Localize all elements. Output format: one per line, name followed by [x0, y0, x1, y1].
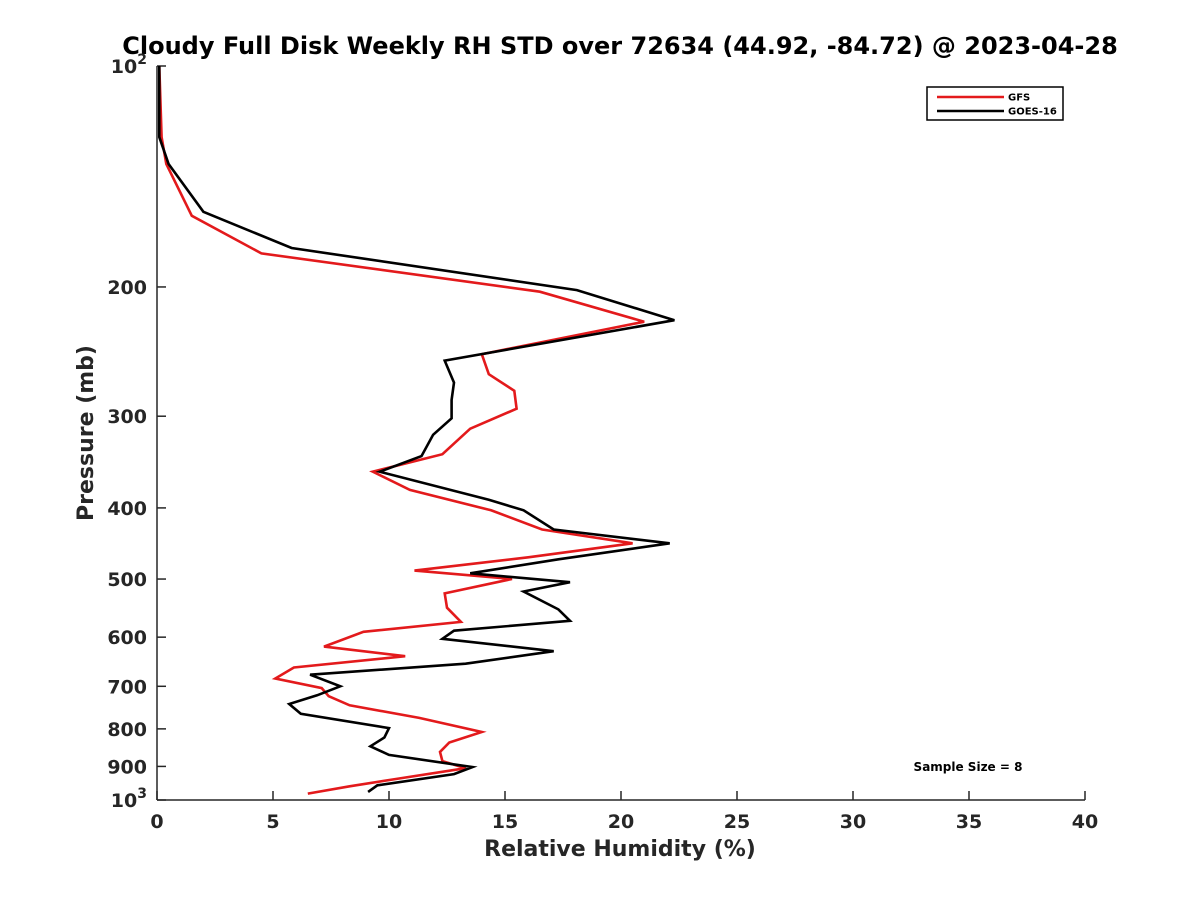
y-tick-label: 500 — [107, 569, 147, 591]
legend-label-gfs: GFS — [1008, 93, 1030, 104]
x-tick-label: 20 — [608, 811, 634, 833]
x-tick-label: 30 — [840, 811, 866, 833]
axes: 0 5 10 15 20 25 30 35 40 102 200 300 400 500 600 700 800… — [107, 52, 1098, 833]
x-tick-label: 25 — [724, 811, 750, 833]
series-line-goes-16 — [158, 66, 675, 793]
y-tick-label: 102 — [111, 52, 147, 78]
legend: GFS GOES-16 — [926, 86, 1064, 121]
y-tick-label: 600 — [107, 627, 147, 649]
sample-size-annotation: Sample Size = 8 — [914, 760, 1023, 774]
y-tick-label: 200 — [107, 277, 147, 299]
x-axis-label: Relative Humidity (%) — [484, 837, 756, 862]
series-lines — [158, 65, 675, 795]
chart-title: Cloudy Full Disk Weekly RH STD over 7263… — [122, 32, 1118, 60]
legend-box — [926, 86, 1064, 121]
y-axis-label: Pressure (mb) — [74, 345, 99, 521]
legend-label-goes-16: GOES-16 — [1008, 107, 1057, 118]
y-tick-label: 300 — [107, 406, 147, 428]
x-tick-label: 10 — [376, 811, 402, 833]
x-tick-label: 40 — [1072, 811, 1098, 833]
y-tick-label: 800 — [107, 719, 147, 741]
x-tick-label: 15 — [492, 811, 518, 833]
x-tick-label: 35 — [956, 811, 982, 833]
y-tick-label: 900 — [107, 756, 147, 778]
y-tick-label: 700 — [107, 676, 147, 698]
x-tick-label: 0 — [150, 811, 163, 833]
y-tick-label: 400 — [107, 498, 147, 520]
x-tick-label: 5 — [266, 811, 279, 833]
y-tick-label: 103 — [111, 786, 147, 812]
